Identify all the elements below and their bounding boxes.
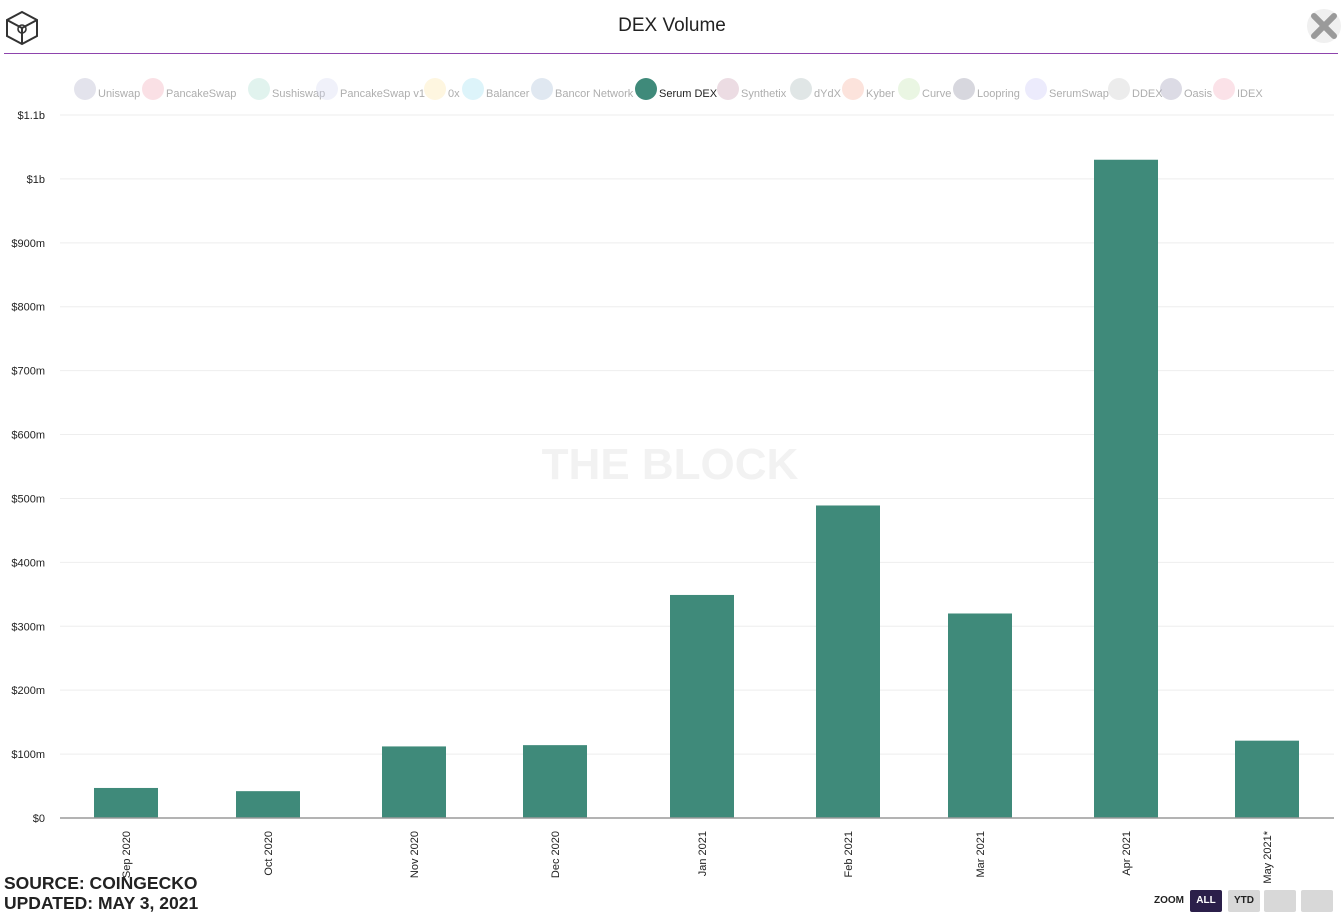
y-tick-label: $600m bbox=[11, 430, 45, 442]
legend-swatch bbox=[635, 78, 657, 100]
x-tick-label: Sep 2020 bbox=[121, 831, 133, 878]
zoom-button-4[interactable] bbox=[1301, 890, 1333, 912]
y-tick-label: $200m bbox=[11, 685, 45, 697]
legend-label: DDEX bbox=[1132, 88, 1163, 100]
bar-may-2021- bbox=[1235, 740, 1299, 818]
bar-dec-2020 bbox=[523, 745, 587, 818]
bar-nov-2020 bbox=[382, 746, 446, 818]
legend-swatch bbox=[531, 78, 553, 100]
legend-label: Uniswap bbox=[98, 88, 141, 100]
zoom-all-button[interactable]: ALL bbox=[1190, 890, 1222, 912]
x-tick-label: Jan 2021 bbox=[697, 831, 709, 876]
source-text: SOURCE: COINGECKO bbox=[4, 873, 198, 893]
the-block-logo-icon bbox=[6, 10, 38, 46]
y-tick-label: $500m bbox=[11, 493, 45, 505]
close-icon[interactable] bbox=[1306, 8, 1342, 44]
bar-chart: $0 $100m $200m $300m $400m $500m $600m $700m $80… bbox=[11, 110, 1334, 884]
legend-swatch bbox=[1108, 78, 1130, 100]
x-tick-label: Mar 2021 bbox=[975, 831, 987, 877]
legend-swatch bbox=[790, 78, 812, 100]
legend-label: Loopring bbox=[977, 88, 1020, 100]
x-tick-label: Feb 2021 bbox=[843, 831, 855, 877]
legend-label: Serum DEX bbox=[659, 88, 718, 100]
legend-label: Curve bbox=[922, 88, 952, 100]
y-tick-label: $700m bbox=[11, 366, 45, 378]
x-tick-label: Nov 2020 bbox=[409, 831, 421, 878]
chart-title: DEX Volume bbox=[618, 15, 726, 36]
zoom-button-3[interactable] bbox=[1264, 890, 1296, 912]
legend-swatch bbox=[1213, 78, 1235, 100]
bar-oct-2020 bbox=[236, 791, 300, 818]
legend-label: Kyber bbox=[866, 88, 895, 100]
legend-label: Sushiswap bbox=[272, 88, 326, 100]
chart-legend: Uniswap PancakeSwap Sushiswap PancakeSwap v… bbox=[74, 76, 1344, 104]
legend-label: 0x bbox=[448, 88, 460, 100]
legend-swatch bbox=[1160, 78, 1182, 100]
legend-label: Balancer bbox=[486, 88, 530, 100]
legend-swatch bbox=[248, 78, 270, 100]
legend-swatch bbox=[142, 78, 164, 100]
header-divider bbox=[4, 53, 1338, 54]
zoom-label: ZOOM bbox=[1154, 895, 1184, 906]
legend-swatch bbox=[953, 78, 975, 100]
y-tick-label: $1.1b bbox=[17, 110, 45, 122]
legend-swatch bbox=[316, 78, 338, 100]
source-note: SOURCE: COINGECKO UPDATED: MAY 3, 2021 bbox=[4, 873, 198, 913]
x-tick-label: Apr 2021 bbox=[1121, 831, 1133, 876]
x-tick-label: Oct 2020 bbox=[263, 831, 275, 876]
y-tick-label: $800m bbox=[11, 302, 45, 314]
legend-swatch bbox=[717, 78, 739, 100]
updated-text: UPDATED: MAY 3, 2021 bbox=[4, 893, 199, 913]
legend-swatch bbox=[462, 78, 484, 100]
y-tick-label: $300m bbox=[11, 621, 45, 633]
legend-label: Oasis bbox=[1184, 88, 1213, 100]
legend-label: PancakeSwap v1 bbox=[340, 88, 425, 100]
x-tick-label: Dec 2020 bbox=[550, 831, 562, 878]
bar-sep-2020 bbox=[94, 787, 158, 818]
legend-swatch bbox=[898, 78, 920, 100]
legend-label: Bancor Network bbox=[555, 88, 634, 100]
legend-label: Synthetix bbox=[741, 88, 787, 100]
legend-label: IDEX bbox=[1237, 88, 1263, 100]
legend-swatch bbox=[424, 78, 446, 100]
y-tick-label: $1b bbox=[27, 174, 45, 186]
y-tick-label: $100m bbox=[11, 749, 45, 761]
bar-jan-2021 bbox=[670, 594, 734, 818]
y-tick-label: $400m bbox=[11, 557, 45, 569]
legend-swatch bbox=[1025, 78, 1047, 100]
legend-swatch bbox=[842, 78, 864, 100]
watermark: THE BLOCK bbox=[542, 440, 799, 489]
bar-mar-2021 bbox=[948, 613, 1012, 818]
zoom-ytd-button[interactable]: YTD bbox=[1228, 890, 1260, 912]
legend-swatch bbox=[74, 78, 96, 100]
legend-label: PancakeSwap bbox=[166, 88, 237, 100]
bar-feb-2021 bbox=[816, 505, 880, 818]
bar-apr-2021 bbox=[1094, 159, 1158, 819]
legend-label: dYdX bbox=[814, 88, 841, 100]
y-tick-label: $900m bbox=[11, 238, 45, 250]
x-tick-label: May 2021* bbox=[1262, 830, 1274, 883]
legend-label: SerumSwap bbox=[1049, 88, 1109, 100]
y-tick-label: $0 bbox=[33, 813, 45, 825]
